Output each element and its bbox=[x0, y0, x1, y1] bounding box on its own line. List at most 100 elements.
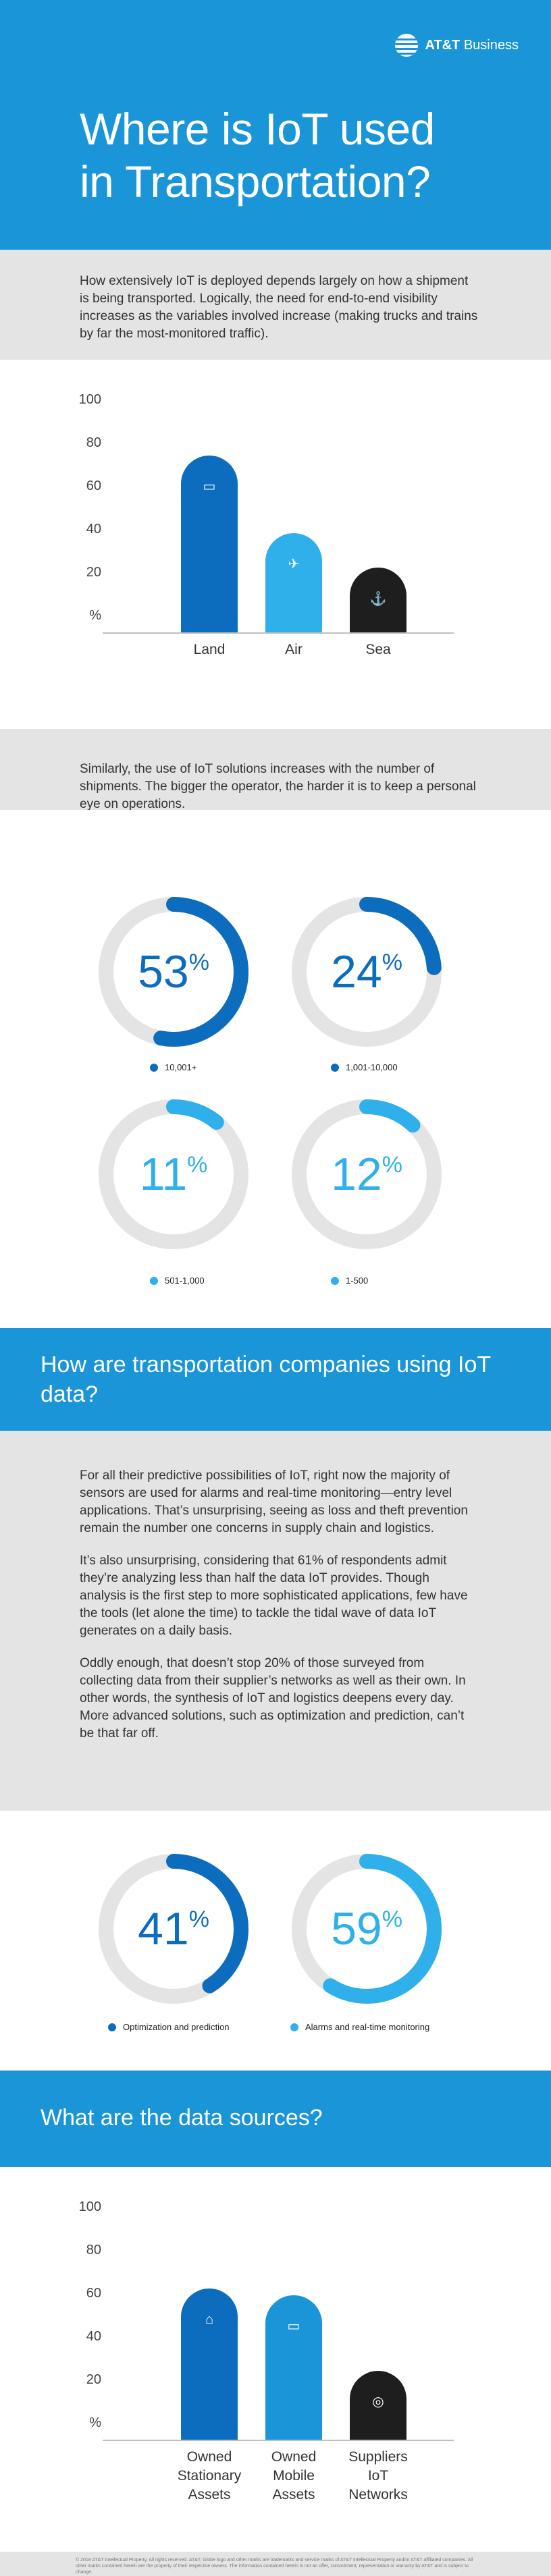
usage-paragraph-1: For all their predictive possibilities o… bbox=[80, 1469, 468, 1535]
bar-category-line: Assets bbox=[272, 2487, 315, 2502]
bar-category-label: Land bbox=[193, 642, 226, 657]
legend-dot bbox=[108, 2023, 116, 2031]
y-tick-label: 100 bbox=[78, 2199, 101, 2214]
donut-percent-value: 41 bbox=[138, 1903, 189, 1954]
donut-chart: 24% bbox=[289, 894, 444, 1049]
hero-banner: AT&T Business Where is IoT used in Trans… bbox=[0, 0, 551, 250]
truck-icon: ▭ bbox=[203, 479, 216, 495]
donut-percent: 11% bbox=[96, 1097, 251, 1252]
donut-legend: Optimization and prediction bbox=[108, 2022, 230, 2032]
donut-svg bbox=[99, 1854, 248, 2004]
y-tick-label: 60 bbox=[86, 478, 101, 493]
legend-label: 1-500 bbox=[346, 1276, 369, 1286]
donut-percent-sign: % bbox=[382, 1151, 402, 1178]
ship-icon: ⚓ bbox=[369, 591, 387, 607]
bar bbox=[181, 455, 238, 632]
bar-category-label: Sea bbox=[365, 642, 391, 657]
y-tick-label: % bbox=[89, 608, 101, 623]
donut-percent-sign: % bbox=[188, 1906, 209, 1932]
brand-name-rest: Business bbox=[460, 37, 519, 53]
legend-label: 10,001+ bbox=[165, 1062, 197, 1072]
y-tick-label: 40 bbox=[86, 522, 101, 537]
donut-percent-sign: % bbox=[382, 949, 402, 975]
legend-label: 1,001-10,000 bbox=[346, 1062, 398, 1072]
y-tick-label: 80 bbox=[86, 435, 101, 450]
donut-legend: 10,001+ bbox=[150, 1062, 196, 1072]
donut-legend: 1-500 bbox=[331, 1276, 368, 1286]
page-title-line-2: in Transportation? bbox=[80, 157, 431, 207]
bar bbox=[181, 2289, 238, 2440]
y-tick-label: 100 bbox=[78, 392, 101, 407]
brand-name-bold: AT&T bbox=[425, 37, 461, 53]
footer-legal-text: © 2018 AT&T Intellectual Property. All r… bbox=[76, 2558, 473, 2575]
y-tick-label: 60 bbox=[86, 2286, 101, 2301]
bar-category-line: Owned bbox=[271, 2449, 317, 2465]
legend-dot bbox=[150, 1063, 158, 1072]
donut-chart: 11% bbox=[96, 1097, 251, 1252]
section-sources-banner: What are the data sources? bbox=[0, 2071, 551, 2167]
usage-text-section: For all their predictive possibilities o… bbox=[0, 1431, 551, 1811]
shipments-text: Similarly, the use of IoT solutions incr… bbox=[80, 762, 476, 811]
bar-category-line: Networks bbox=[348, 2487, 408, 2502]
page-title-line-1: Where is IoT used bbox=[80, 104, 435, 154]
bar bbox=[265, 2295, 322, 2440]
donut-arc bbox=[99, 897, 248, 1047]
donut-chart: 12% bbox=[289, 1097, 444, 1252]
donut-percent: 12% bbox=[289, 1097, 444, 1252]
intro-section: How extensively IoT is deployed depends … bbox=[0, 250, 551, 360]
legend-dot bbox=[290, 2023, 298, 2031]
shipments-section: Similarly, the use of IoT solutions incr… bbox=[0, 729, 551, 811]
donut-percent-value: 11 bbox=[139, 1149, 188, 1200]
legend-label: Alarms and real-time monitoring bbox=[305, 2022, 430, 2032]
data-sources-chart: 100 80 60 40 20% ⌂ Owned Stationary Assets ▭ Owned… bbox=[0, 2167, 551, 2552]
page-title: Where is IoT used in Transportation? bbox=[80, 103, 485, 208]
donut-arc bbox=[292, 1854, 442, 2004]
wifi-icon: ◎ bbox=[372, 2394, 384, 2410]
data-usage-donuts: 41% Optimization and prediction 59% Alarms … bbox=[0, 1811, 551, 2071]
truck-icon: ▭ bbox=[287, 2319, 300, 2334]
brand-logo[interactable]: AT&T Business bbox=[395, 34, 519, 57]
usage-paragraph-2: It’s also unsurprising, considering that… bbox=[80, 1554, 468, 1638]
donut-percent: 53% bbox=[96, 894, 251, 1049]
bar-category-line: Mobile bbox=[273, 2468, 315, 2484]
donut-percent: 24% bbox=[289, 894, 444, 1049]
donut-percent-sign: % bbox=[188, 949, 209, 975]
donut-arc bbox=[292, 1099, 442, 1249]
donut-svg bbox=[292, 897, 442, 1047]
donut-arc bbox=[99, 1099, 248, 1249]
transport-mode-chart: 100 80 60 40 20% ▭ Land ✈ Air ⚓ Sea bbox=[0, 360, 551, 729]
bar-category-line: Suppliers bbox=[348, 2449, 408, 2465]
legend-label: Optimization and prediction bbox=[123, 2022, 230, 2032]
y-tick-label: 20 bbox=[86, 565, 101, 580]
shipment-volume-donuts: 53% 10,001+ 24% 1,001-10,000 11% 501-1,000 12%… bbox=[0, 810, 551, 1328]
legend-dot bbox=[331, 1063, 339, 1072]
legend-dot bbox=[150, 1276, 158, 1285]
att-globe-icon bbox=[395, 34, 419, 57]
donut-percent-value: 24 bbox=[331, 946, 382, 997]
donut-chart: 59% bbox=[289, 1851, 444, 2006]
bar-category-label: Owned Mobile Assets bbox=[246, 2448, 341, 2504]
x-axis-line bbox=[103, 632, 454, 634]
donut-percent-sign: % bbox=[187, 1151, 208, 1178]
donut-svg bbox=[292, 1099, 442, 1249]
donut-legend: 1,001-10,000 bbox=[331, 1062, 398, 1072]
section-sources-title: What are the data sources? bbox=[41, 2105, 323, 2131]
donut-svg bbox=[99, 897, 248, 1047]
bar-category-line: Stationary bbox=[177, 2468, 242, 2484]
bar-category-line: Assets bbox=[188, 2487, 231, 2502]
x-axis-line bbox=[103, 2440, 454, 2441]
bar-category-label: Suppliers IoT Networks bbox=[331, 2448, 425, 2504]
donut-svg bbox=[292, 1854, 442, 2004]
donut-legend: 501-1,000 bbox=[150, 1276, 205, 1286]
donut-chart: 53% bbox=[96, 894, 251, 1049]
donut-arc bbox=[99, 1854, 248, 2004]
intro-text: How extensively IoT is deployed depends … bbox=[80, 274, 478, 341]
donut-percent-value: 12 bbox=[331, 1149, 382, 1200]
bar-category-label: Air bbox=[285, 642, 303, 657]
legend-dot bbox=[331, 1276, 339, 1285]
donut-legend: Alarms and real-time monitoring bbox=[290, 2022, 429, 2032]
donut-percent-value: 59 bbox=[331, 1903, 382, 1954]
y-tick-label: 80 bbox=[86, 2243, 101, 2257]
donut-svg bbox=[99, 1099, 248, 1249]
usage-paragraphs: For all their predictive possibilities o… bbox=[80, 1467, 478, 1757]
